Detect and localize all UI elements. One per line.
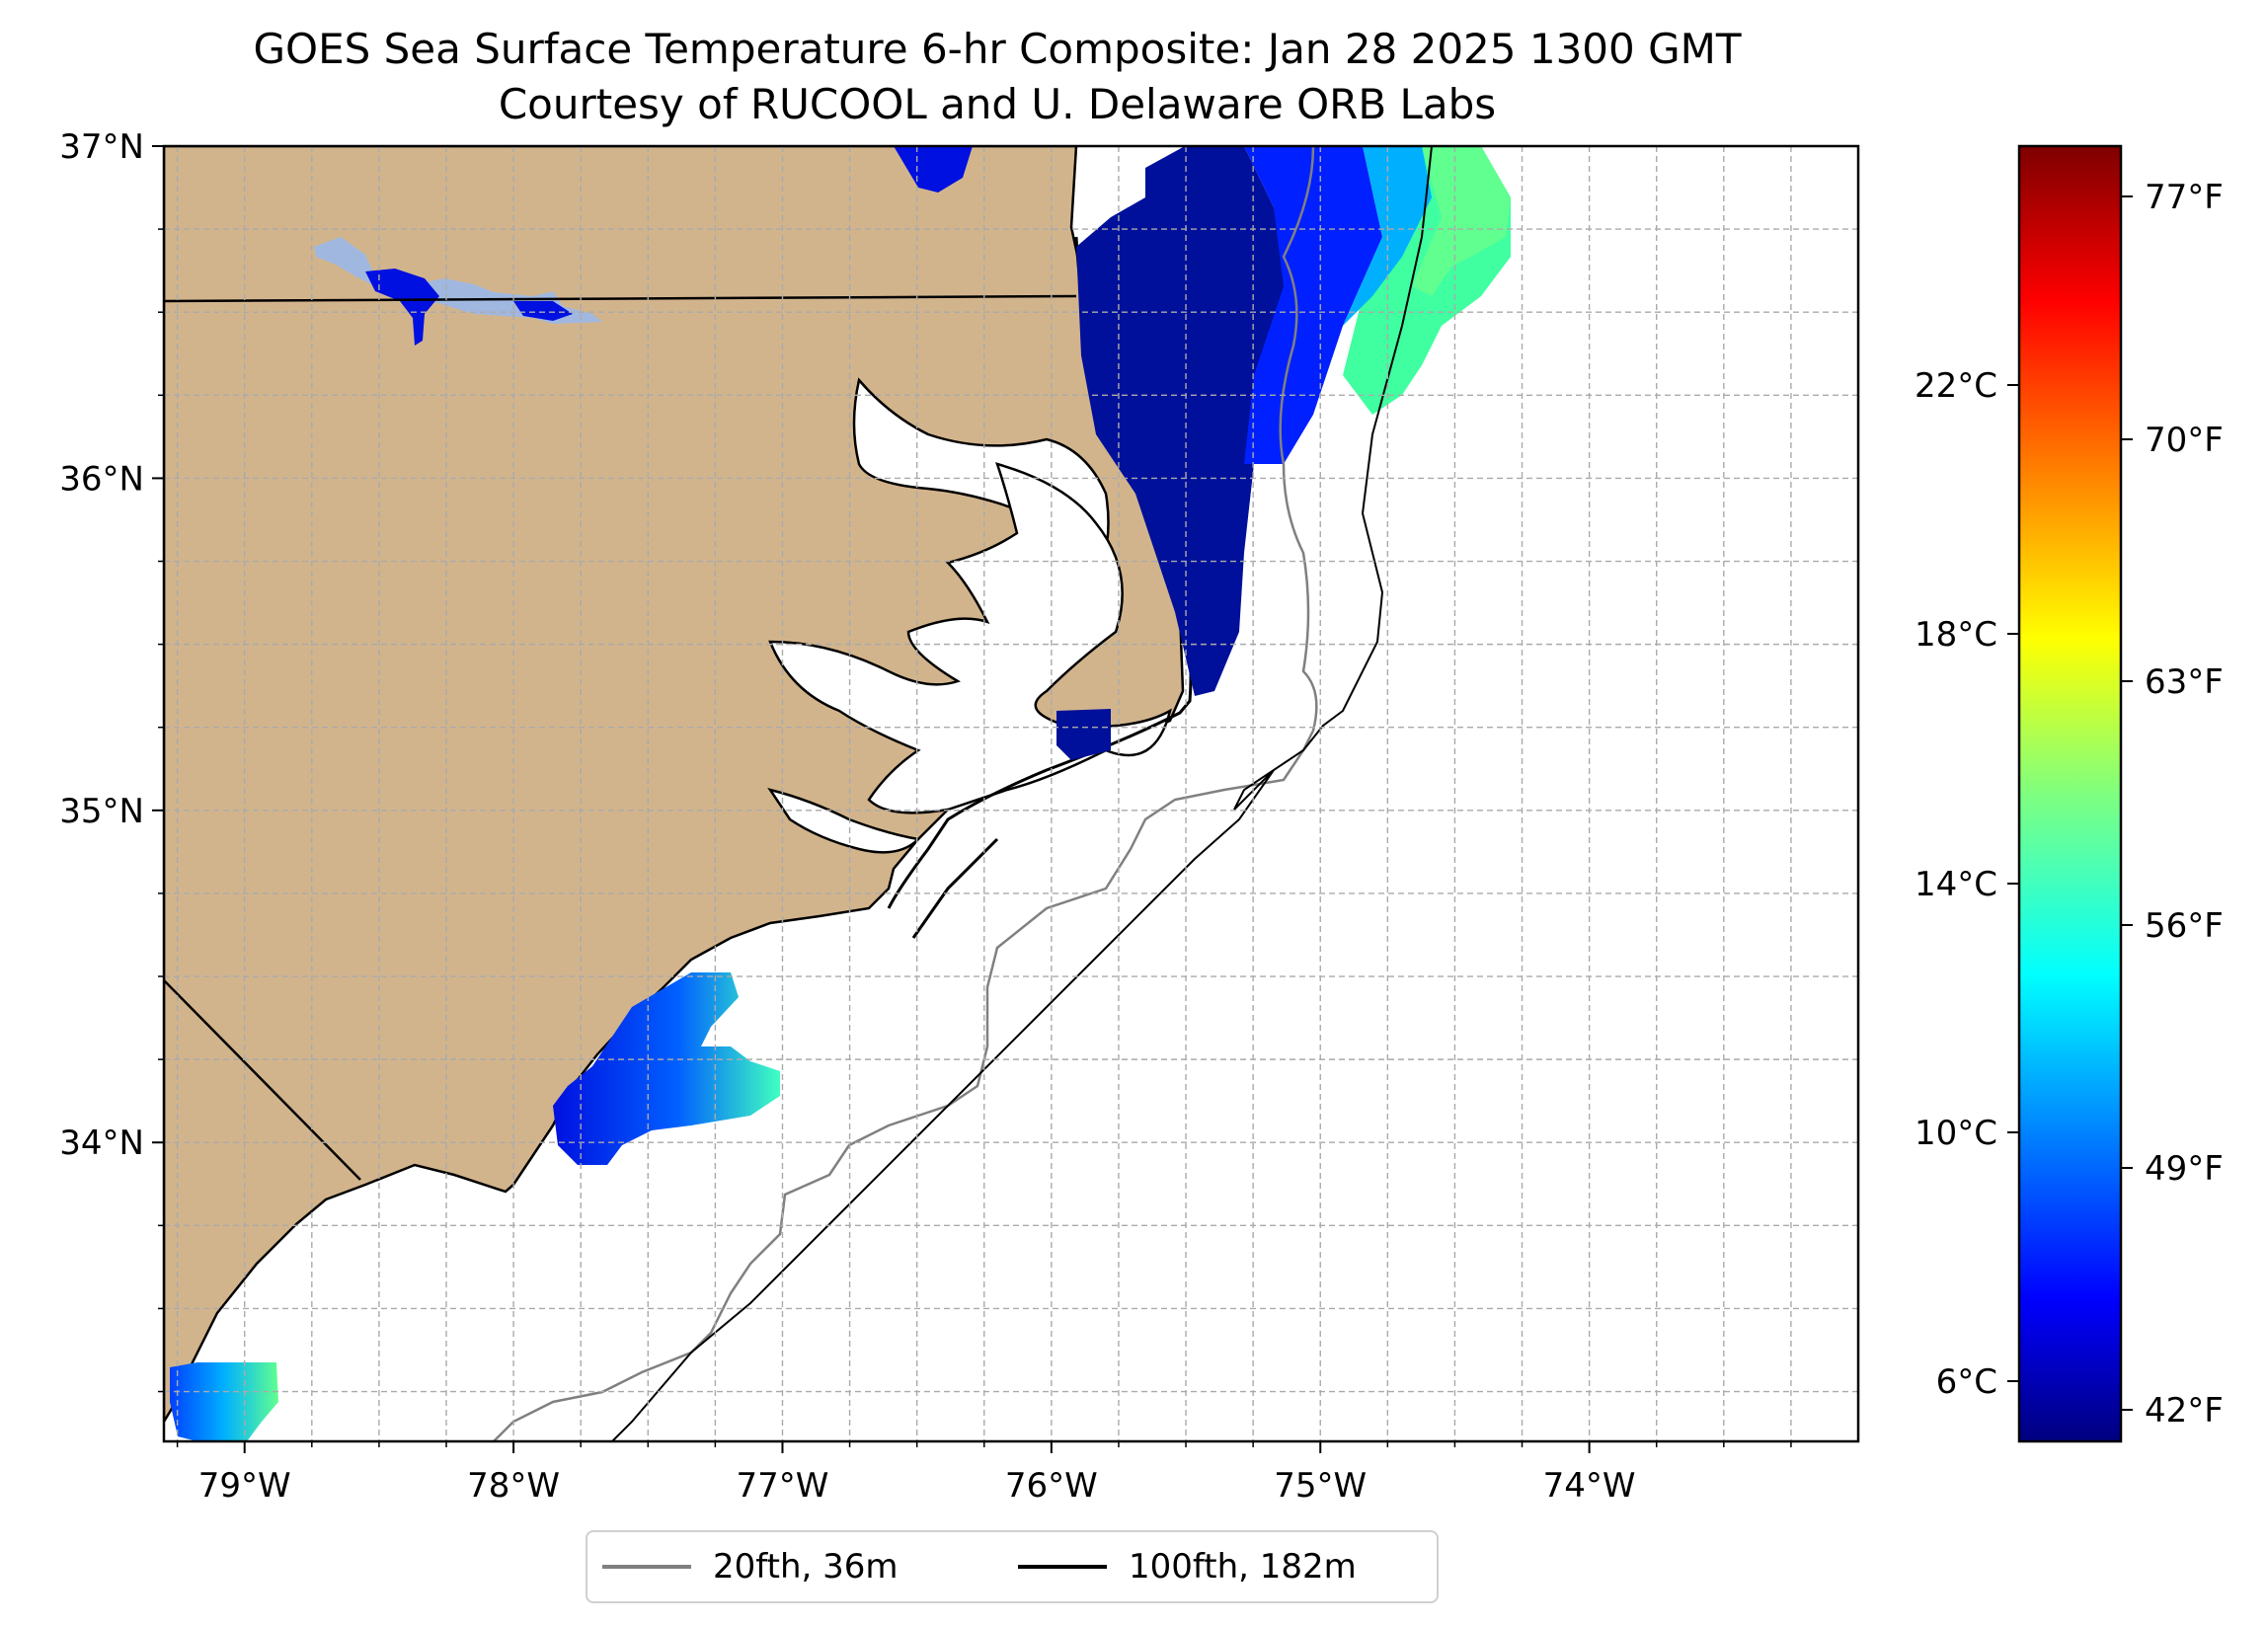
lon-tick-label: 74°W [1543,1466,1636,1506]
sst-patch-north-green [1412,146,1511,296]
colorbar-fahrenheit-label: 49°F [2145,1149,2224,1189]
legend-item-100fth: 100fth, 182m [1018,1545,1357,1588]
colorbar-fahrenheit-label: 63°F [2145,662,2224,702]
colorbar-fahrenheit-axis: 42°F 49°F 56°F 63°F 70°F 77°F [2121,178,2224,1431]
pamlico-sound [768,462,1172,814]
lat-tick-label: 34°N [59,1123,144,1163]
kerr-lake-sst [365,269,439,346]
pamlico-river [767,788,921,854]
legend-label-100fth: 100fth, 182m [1129,1547,1357,1587]
legend-label-20fth: 20fth, 36m [713,1547,899,1587]
latitude-axis: 34°N 35°N 36°N 37°N [59,127,164,1393]
lon-tick-label: 77°W [737,1466,829,1506]
longitude-axis: 79°W 78°W 77°W 76°W 75°W 74°W [176,1441,1792,1506]
sst-patch-hatteras [1056,709,1111,760]
sst-patch-north [1076,146,1293,696]
va-nc-border [164,294,1077,303]
contour-20fth [493,146,1318,1441]
legend-line-20fth [602,1565,691,1569]
legend: 20fth, 36m 100fth, 182m [586,1530,1439,1603]
colorbar-celsius-axis: 6°C 10°C 14°C 18°C 22°C [1915,366,2019,1402]
colorbar-fahrenheit-label: 70°F [2145,421,2224,460]
sst-patch-south [553,972,780,1165]
lon-tick-label: 75°W [1274,1466,1367,1506]
lat-tick-label: 37°N [59,127,144,167]
colorbar-fahrenheit-label: 42°F [2145,1391,2224,1431]
colorbar-fahrenheit-label: 56°F [2145,906,2224,946]
lat-tick-label: 36°N [59,459,144,499]
lat-tick-label: 35°N [59,792,144,831]
colorbar-celsius-label: 22°C [1915,366,1997,406]
cape-lookout-banks [911,837,999,939]
sst-patch-southwest [170,1362,278,1441]
map-subtitle: Courtesy of RUCOOL and U. Delaware ORB L… [498,80,1497,128]
contour-100fth [611,146,1433,1441]
lon-tick-label: 76°W [1005,1466,1098,1506]
map-frame [162,144,1860,1443]
map-title: GOES Sea Surface Temperature 6-hr Compos… [253,25,1742,73]
nc-sc-border [164,979,361,1181]
colorbar [2017,144,2123,1443]
lon-tick-label: 79°W [198,1466,291,1506]
colorbar-celsius-label: 6°C [1936,1362,1997,1402]
legend-item-20fth: 20fth, 36m [602,1545,899,1588]
colorbar-celsius-label: 18°C [1915,615,1997,655]
legend-line-100fth [1018,1565,1107,1569]
gridlines [164,146,1858,1441]
sst-patch-north-mid [1145,146,1382,464]
lon-tick-label: 78°W [467,1466,560,1506]
colorbar-celsius-label: 10°C [1915,1114,1997,1153]
colorbar-celsius-label: 14°C [1915,865,1997,904]
kerr-lake-sst-2 [513,301,573,321]
colorbar-fahrenheit-label: 77°F [2145,178,2224,217]
sst-patch-north-blue [894,146,973,193]
